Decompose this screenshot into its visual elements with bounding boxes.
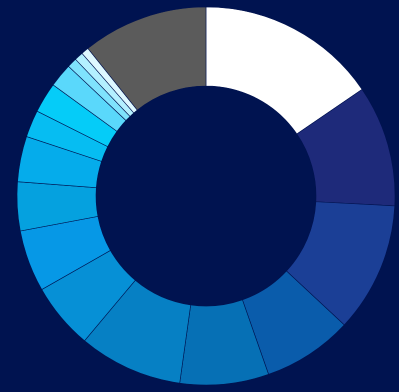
donut-hole <box>96 86 316 306</box>
